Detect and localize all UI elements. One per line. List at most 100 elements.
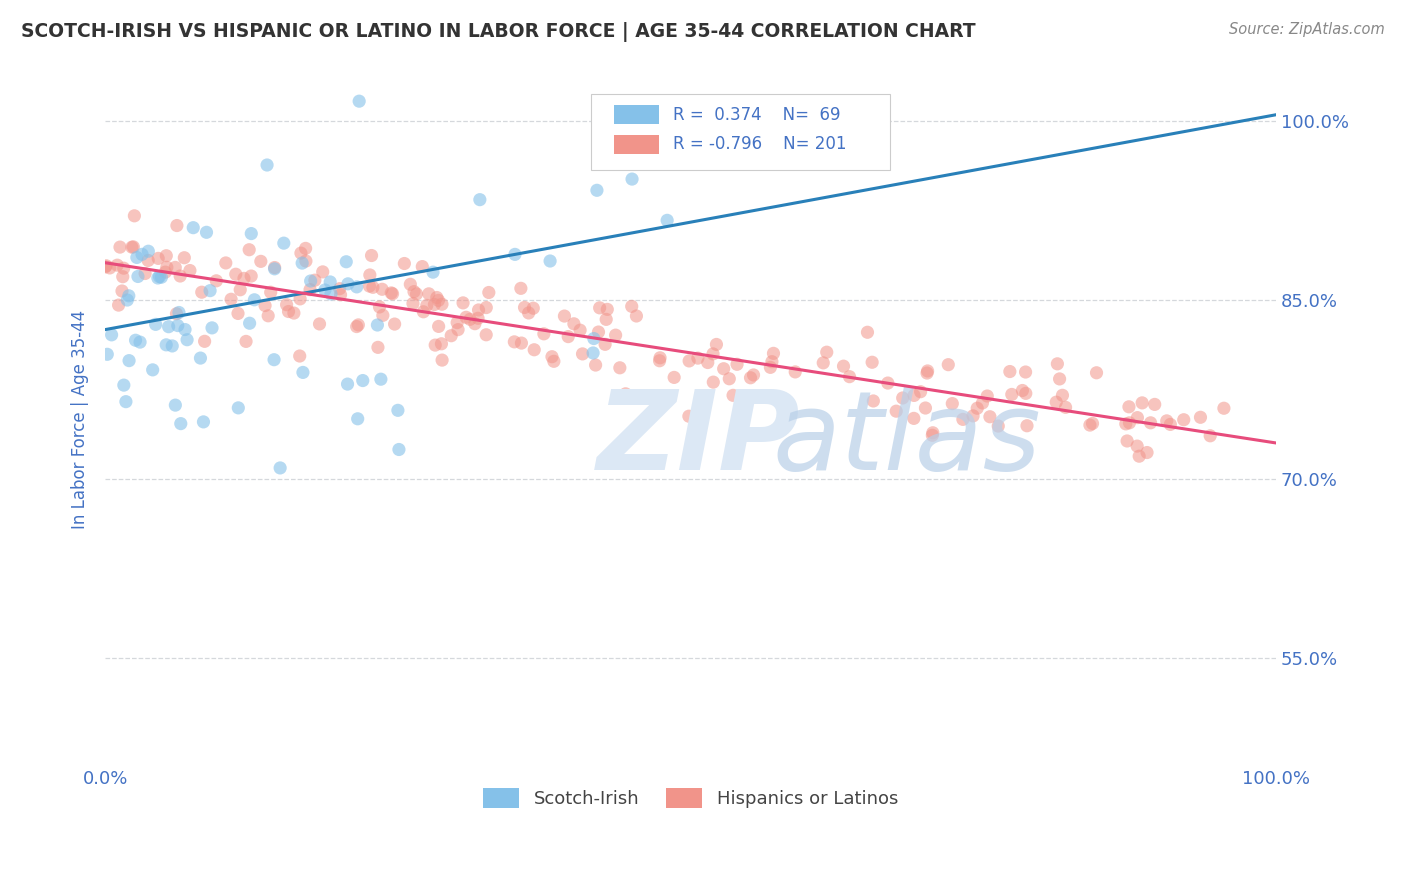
Point: [921, 425, 943, 440]
Point: [235, 334, 257, 349]
Point: [966, 401, 988, 416]
Point: [165, 398, 187, 412]
Point: [299, 274, 322, 288]
Point: [347, 318, 370, 332]
Point: [616, 120, 638, 135]
Point: [366, 318, 388, 332]
Point: [226, 401, 249, 415]
Point: [226, 306, 249, 320]
Text: Source: ZipAtlas.com: Source: ZipAtlas.com: [1229, 22, 1385, 37]
Point: [370, 372, 392, 386]
Point: [569, 323, 592, 337]
Point: [1212, 401, 1234, 416]
Point: [368, 300, 391, 314]
Point: [962, 409, 984, 423]
Text: atlas: atlas: [772, 386, 1042, 493]
Point: [876, 376, 898, 390]
Y-axis label: In Labor Force | Age 35-44: In Labor Force | Age 35-44: [72, 310, 89, 529]
Point: [725, 357, 748, 371]
Point: [416, 298, 439, 312]
Point: [1081, 417, 1104, 431]
Point: [96, 259, 118, 273]
Point: [838, 369, 860, 384]
Point: [170, 417, 193, 431]
Point: [713, 361, 735, 376]
FancyBboxPatch shape: [614, 105, 659, 124]
Point: [478, 285, 501, 300]
Text: R = -0.796    N= 201: R = -0.796 N= 201: [673, 136, 846, 153]
Point: [1128, 449, 1150, 463]
Point: [190, 351, 212, 365]
Point: [229, 283, 252, 297]
Point: [454, 310, 477, 325]
Point: [621, 172, 644, 186]
Point: [678, 354, 700, 368]
Point: [291, 256, 314, 270]
Point: [98, 260, 121, 275]
Point: [557, 329, 579, 343]
Point: [371, 309, 394, 323]
Point: [111, 269, 134, 284]
Point: [425, 338, 447, 352]
Point: [263, 352, 285, 367]
Point: [1014, 365, 1036, 379]
Point: [148, 269, 170, 284]
Point: [193, 415, 215, 429]
Legend: Scotch-Irish, Hispanics or Latinos: Scotch-Irish, Hispanics or Latinos: [475, 780, 905, 815]
Point: [312, 265, 335, 279]
Point: [105, 258, 128, 272]
Point: [194, 334, 217, 349]
Point: [115, 394, 138, 409]
Point: [972, 396, 994, 410]
Point: [1015, 386, 1038, 401]
Point: [1049, 372, 1071, 386]
Point: [380, 285, 402, 300]
Point: [155, 249, 177, 263]
Point: [319, 275, 342, 289]
Point: [721, 388, 744, 402]
Point: [195, 225, 218, 239]
Point: [856, 326, 879, 340]
Point: [118, 289, 141, 303]
Point: [257, 309, 280, 323]
Point: [1189, 410, 1212, 425]
Point: [359, 279, 381, 293]
Point: [464, 317, 486, 331]
Point: [620, 299, 643, 313]
Point: [384, 317, 406, 331]
Point: [107, 298, 129, 312]
Point: [367, 340, 389, 354]
Point: [706, 337, 728, 351]
Point: [1139, 416, 1161, 430]
Point: [294, 241, 316, 255]
Point: [702, 375, 724, 389]
Point: [678, 409, 700, 424]
Point: [155, 338, 177, 352]
Point: [941, 396, 963, 410]
Point: [458, 312, 481, 326]
Point: [166, 219, 188, 233]
Point: [1054, 401, 1077, 415]
Point: [263, 261, 285, 276]
Point: [263, 260, 285, 275]
Point: [108, 240, 131, 254]
Point: [238, 243, 260, 257]
Point: [582, 332, 605, 346]
Point: [402, 285, 425, 299]
Point: [513, 301, 536, 315]
Point: [718, 372, 741, 386]
FancyBboxPatch shape: [591, 94, 890, 169]
Point: [291, 366, 314, 380]
Point: [862, 394, 884, 409]
Point: [585, 358, 607, 372]
Point: [165, 260, 187, 275]
Point: [347, 94, 370, 108]
Point: [156, 260, 179, 275]
Point: [240, 227, 263, 241]
Point: [510, 336, 533, 351]
Text: SCOTCH-IRISH VS HISPANIC OR LATINO IN LABOR FORCE | AGE 35-44 CORRELATION CHART: SCOTCH-IRISH VS HISPANIC OR LATINO IN LA…: [21, 22, 976, 42]
Point: [166, 307, 188, 321]
Point: [1159, 417, 1181, 432]
Point: [609, 360, 631, 375]
Point: [593, 337, 616, 351]
